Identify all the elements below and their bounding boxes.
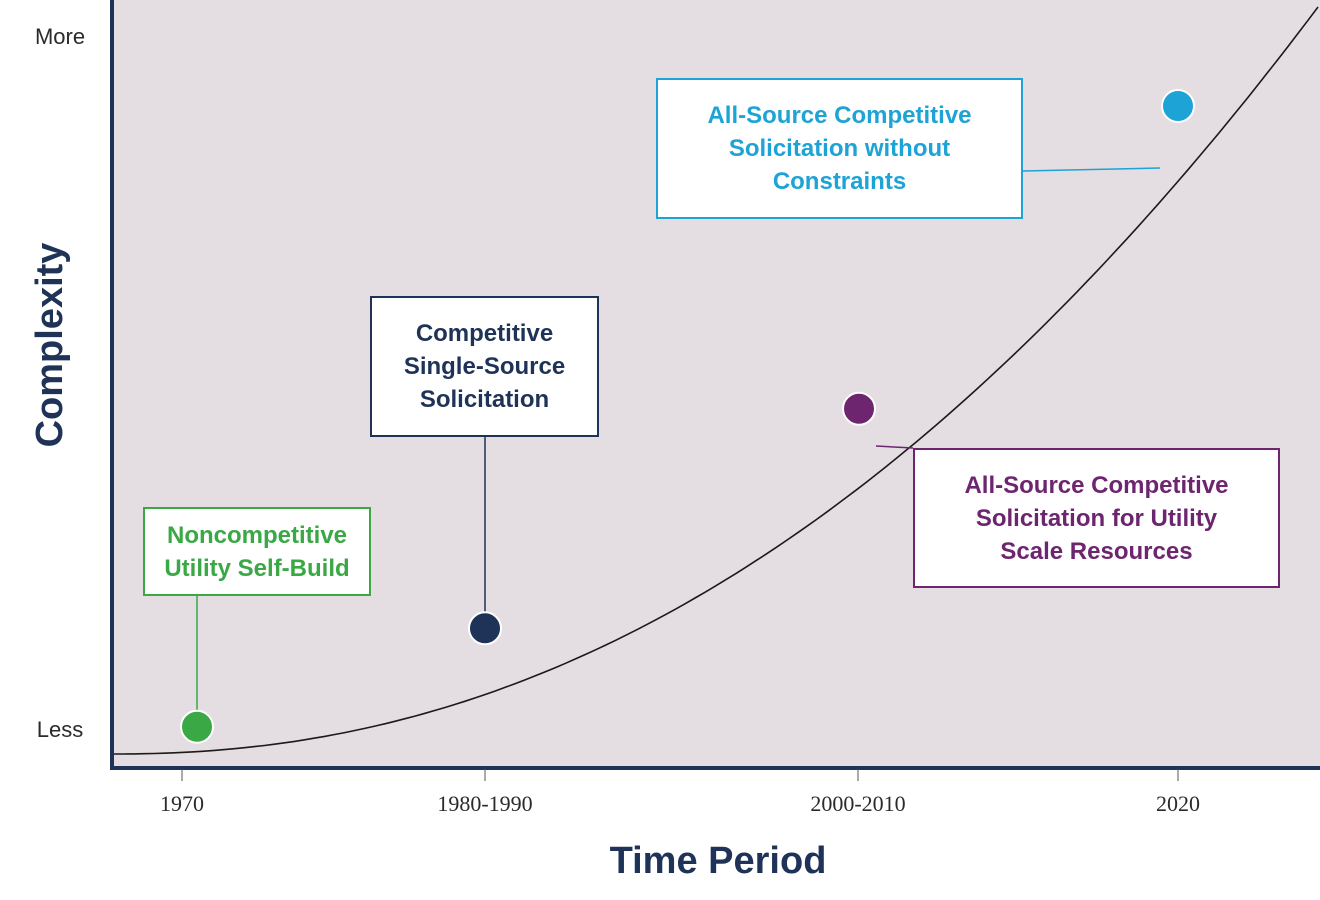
self-build-point bbox=[180, 709, 214, 744]
all-source-point bbox=[1161, 88, 1195, 123]
x-tick-label: 1980-1990 bbox=[437, 791, 532, 816]
connector-line bbox=[875, 445, 914, 449]
x-axis-title: Time Period bbox=[610, 840, 827, 882]
complexity-curve bbox=[114, 6, 1319, 755]
callout-all-source: All-Source Competitive Solicitation with… bbox=[656, 78, 1023, 219]
connector-line bbox=[1022, 167, 1161, 172]
y-tick-label: Less bbox=[37, 717, 83, 742]
single-source-point bbox=[468, 611, 502, 646]
x-tick-label: 2000-2010 bbox=[810, 791, 905, 816]
callout-utility-scale: All-Source Competitive Solicitation for … bbox=[913, 448, 1280, 588]
y-axis-title: Complexity bbox=[29, 243, 71, 448]
x-tick-label: 1970 bbox=[160, 791, 204, 816]
callout-self-build: Noncompetitive Utility Self-Build bbox=[143, 507, 371, 596]
x-tick-label: 2020 bbox=[1156, 791, 1200, 816]
utility-scale-point bbox=[842, 391, 876, 426]
y-tick-label: More bbox=[35, 24, 85, 49]
callout-single-source: Competitive Single-Source Solicitation bbox=[370, 296, 599, 437]
